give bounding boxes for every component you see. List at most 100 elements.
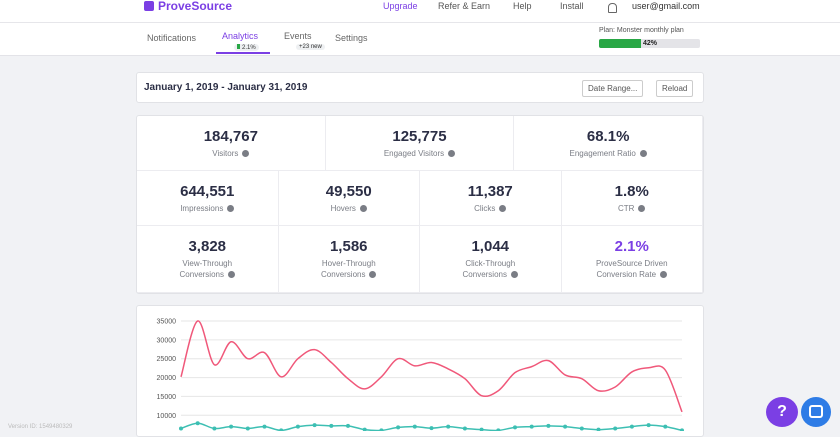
stat-cell: 3,828 View-Through Conversions xyxy=(137,226,279,293)
help-button[interactable]: ? xyxy=(766,397,798,427)
point xyxy=(329,423,334,428)
point xyxy=(262,424,267,429)
point xyxy=(295,424,300,429)
stat-cell: 1,586 Hover-Through Conversions xyxy=(278,226,420,293)
nav-link[interactable]: Help xyxy=(513,1,532,11)
stat-value: 2.1% xyxy=(614,238,649,255)
stat-label-text: Engaged Visitors xyxy=(383,149,445,158)
help-icon xyxy=(359,205,367,212)
tab-underline xyxy=(216,52,270,54)
stat-label-text: Impressions xyxy=(180,204,224,213)
point xyxy=(462,426,467,431)
point xyxy=(362,427,367,432)
stat-value: 1.8% xyxy=(614,183,649,200)
stat-value: 3,828 xyxy=(188,238,227,255)
stat-cell: 1.8% CTR xyxy=(561,171,703,226)
tab[interactable]: Events xyxy=(284,31,312,41)
stat-label: Visitors xyxy=(137,148,325,159)
stat-value: 49,550 xyxy=(325,183,372,200)
user-menu[interactable]: user@gmail.com xyxy=(632,1,700,11)
chart-card: 10000 15000 20000 25000 30000 35000 xyxy=(136,305,704,437)
point xyxy=(179,426,183,431)
stat-label-text: ProveSource Driven Conversion Rate xyxy=(595,259,668,279)
help-icon xyxy=(242,150,250,157)
nav-link[interactable]: Upgrade xyxy=(383,1,418,11)
chart: 10000 15000 20000 25000 30000 35000 xyxy=(157,319,684,433)
stat-cell: 68.1% Engagement Ratio xyxy=(514,116,703,171)
date-button[interactable]: Date Range... xyxy=(582,80,644,97)
top-bar xyxy=(0,0,840,23)
nav-link[interactable]: Refer & Earn xyxy=(438,1,491,11)
stat-label: Click-Through Conversions xyxy=(458,258,522,280)
stat-value: 1,586 xyxy=(329,238,368,255)
help-icon xyxy=(448,150,456,157)
tab-badge: +23 new xyxy=(296,44,325,50)
stat-label-text: CTR xyxy=(618,204,635,213)
stat-cell: 1,044 Click-Through Conversions xyxy=(420,226,562,293)
point xyxy=(579,426,584,431)
logo[interactable]: ProveSource xyxy=(144,0,232,13)
stat-cell: 11,387 Clicks xyxy=(420,171,562,226)
date-button[interactable]: Reload xyxy=(656,80,694,97)
tab-badge: 2.1% xyxy=(234,44,259,51)
tab-bar xyxy=(0,23,840,56)
tab[interactable]: Settings xyxy=(335,33,368,43)
stat-value: 644,551 xyxy=(180,183,235,200)
stat-label: Hover-Through Conversions xyxy=(317,258,381,280)
stats-card: 184,767 Visitors 125,775 Engaged Visitors 68… xyxy=(136,115,704,294)
stat-label: Engagement Ratio xyxy=(514,148,702,159)
point xyxy=(613,426,618,431)
chat-button[interactable] xyxy=(801,397,831,427)
point xyxy=(195,421,200,426)
point xyxy=(563,424,568,429)
stat-value: 1,044 xyxy=(471,238,510,255)
stat-label: Hovers xyxy=(279,203,420,214)
plan-label: Plan: Monster monthly plan xyxy=(599,27,684,34)
stat-label: View-Through Conversions xyxy=(175,258,239,280)
help-icon xyxy=(227,271,235,278)
point xyxy=(396,425,401,430)
stat-label: Engaged Visitors xyxy=(326,148,514,159)
y-tick-label: 10000 xyxy=(157,413,177,420)
line xyxy=(180,320,683,413)
help-icon xyxy=(660,271,668,278)
stat-cell: 49,550 Hovers xyxy=(278,171,420,226)
help-icon xyxy=(639,150,647,157)
point xyxy=(479,427,484,432)
stat-value: 125,775 xyxy=(392,128,447,145)
stat-label: Impressions xyxy=(137,203,278,214)
stat-value: 68.1% xyxy=(586,128,630,145)
point xyxy=(646,423,651,428)
version: Version ID: 1549480329 xyxy=(8,424,73,430)
help-icon xyxy=(638,205,646,212)
stat-label-text: Visitors xyxy=(212,149,239,158)
help-icon xyxy=(227,205,235,212)
stat-label-text: Click-Through Conversions xyxy=(462,259,516,279)
y-tick-label: 15000 xyxy=(157,394,177,401)
stat-label: CTR xyxy=(562,203,703,214)
y-tick-label: 20000 xyxy=(157,375,177,382)
stat-label: Clicks xyxy=(420,203,561,214)
stat-cell: 2.1% ProveSource Driven Conversion Rate xyxy=(561,226,703,293)
stat-value: 184,767 xyxy=(203,128,258,145)
plan-progress xyxy=(599,39,642,48)
stat-label-text: Clicks xyxy=(474,204,496,213)
plan-progress-label: 42% xyxy=(643,40,658,47)
stat-label-text: Hovers xyxy=(330,204,356,213)
help-icon xyxy=(499,205,507,212)
stat-value: 11,387 xyxy=(467,183,513,200)
stat-label-text: View-Through Conversions xyxy=(179,259,233,279)
tab[interactable]: Analytics xyxy=(222,31,259,41)
point xyxy=(429,426,434,431)
point xyxy=(346,423,350,428)
point xyxy=(663,424,668,429)
point xyxy=(212,426,217,431)
stat-label: ProveSource Driven Conversion Rate xyxy=(587,258,677,280)
tab[interactable]: Notifications xyxy=(147,33,197,43)
help-icon xyxy=(510,271,518,278)
bell[interactable] xyxy=(608,3,617,13)
point xyxy=(596,427,601,432)
point xyxy=(312,423,317,428)
nav-link[interactable]: Install xyxy=(560,1,584,11)
help-icon xyxy=(369,271,377,278)
